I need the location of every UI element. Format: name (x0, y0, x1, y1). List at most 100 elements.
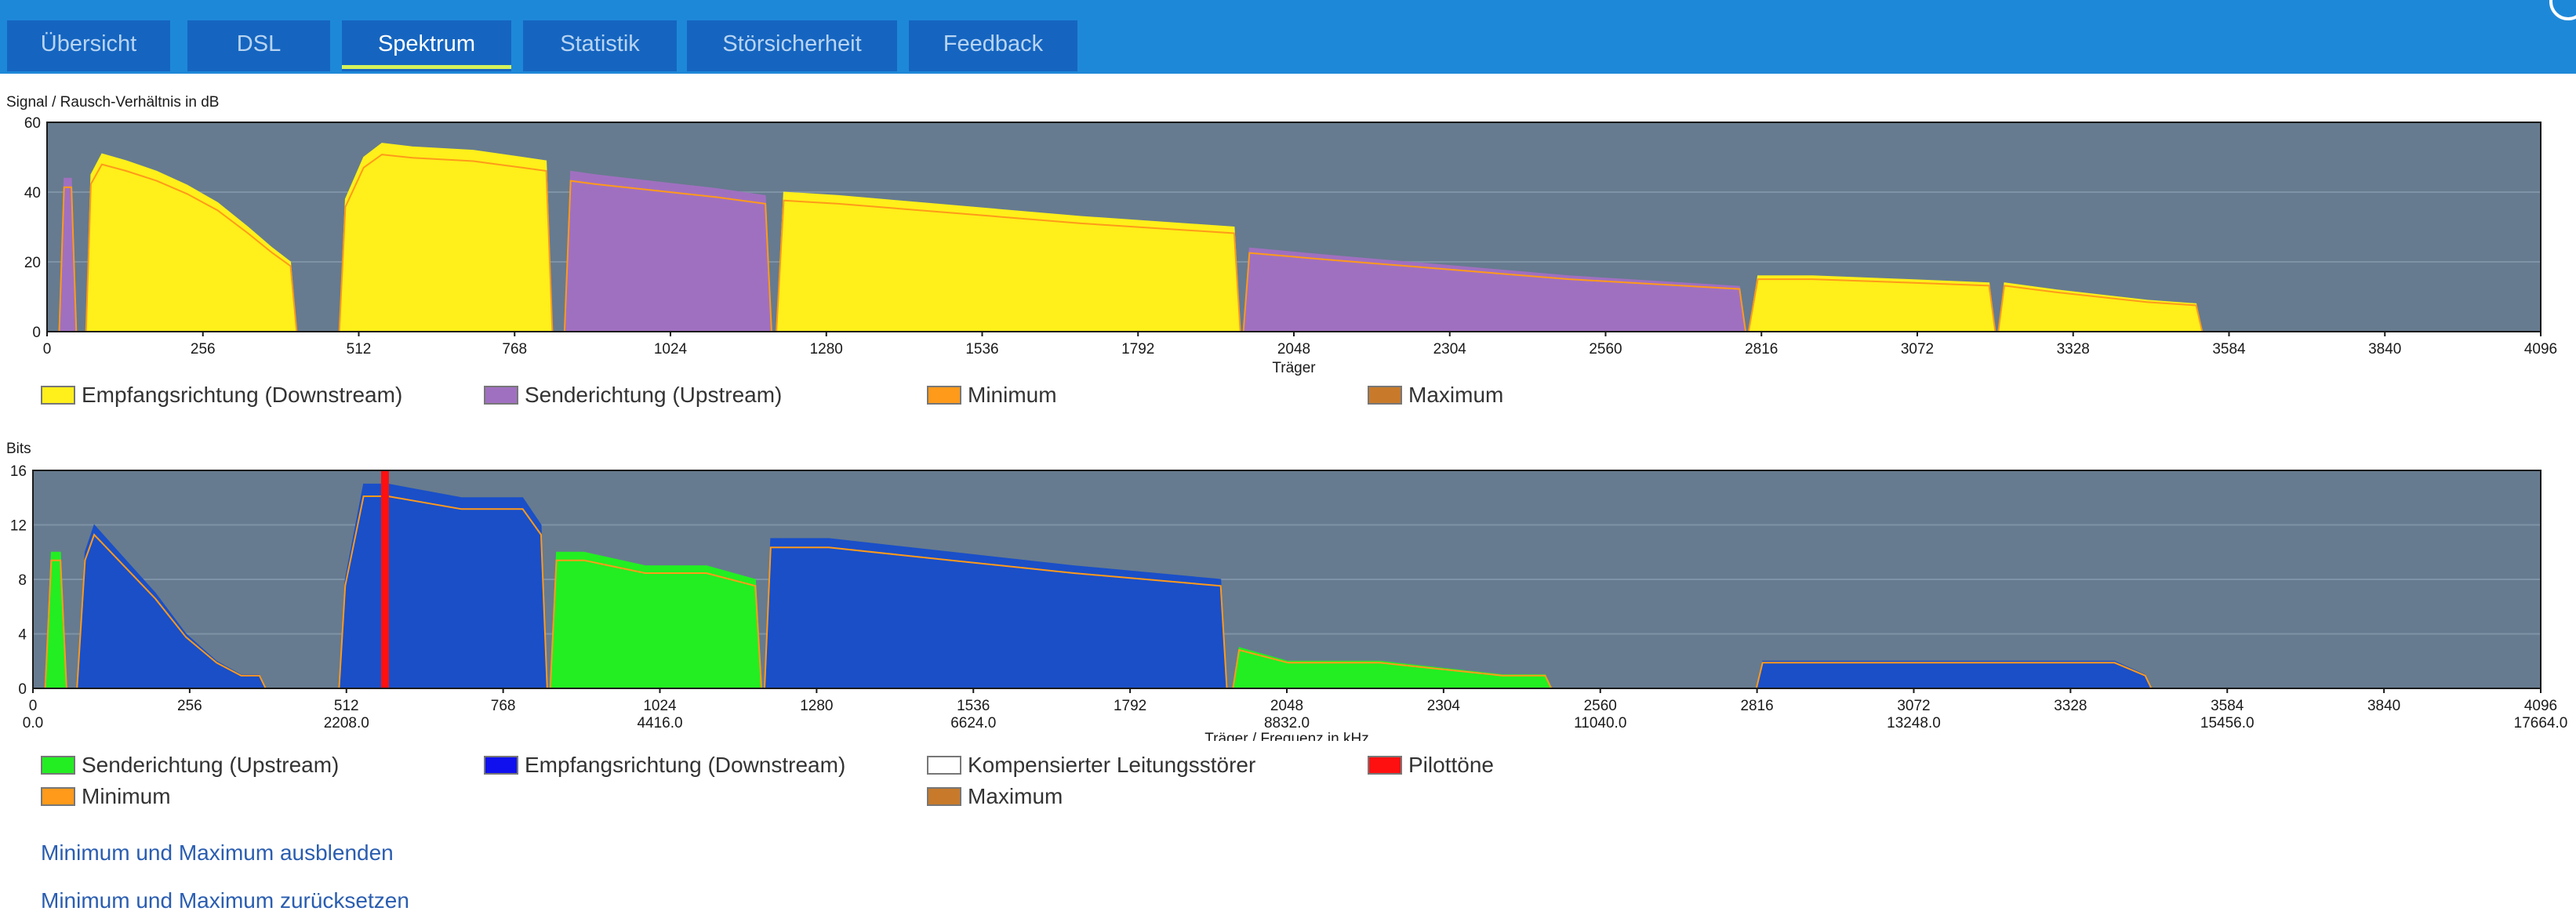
x-tick-label: 1792 (1121, 341, 1154, 358)
minimum-line (338, 154, 554, 332)
x-tick-label: 2304 (1433, 341, 1467, 358)
y-tick-label: 0 (18, 681, 27, 698)
minimum-line (1747, 278, 1996, 332)
x-tick-label: 3328 (2054, 698, 2087, 714)
legend-swatch-bits-maximum (927, 787, 961, 806)
x-tick-label: 1792 (1114, 698, 1146, 714)
area-series (339, 143, 553, 332)
tab-feedback[interactable]: Feedback (909, 20, 1077, 71)
minimum-line (44, 559, 67, 689)
x-axis-label: Träger (1272, 360, 1316, 376)
x-frequency-label: 4416.0 (637, 715, 682, 731)
minimum-line (563, 180, 772, 332)
legend-swatch-bits-compensated (927, 756, 961, 775)
y-tick-label: 12 (10, 518, 27, 535)
bits-chart: 0 4 8 12 16 0 256 512 768 1024 1280 1536 1792 2048 230… (10, 463, 2568, 741)
hide-minmax-link[interactable]: Minimum und Maximum ausblenden (41, 840, 394, 865)
legend-label: Minimum (82, 784, 171, 808)
help-icon[interactable] (2549, 0, 2576, 20)
legend-swatch-bits-minimum (41, 787, 75, 806)
pilot-tone-marker (380, 470, 389, 688)
legend-label: Pilottöne (1408, 753, 1494, 777)
legend-swatch-bits-upstream (41, 756, 75, 775)
x-tick-label: 0 (43, 341, 52, 358)
area-series (1756, 660, 2153, 689)
minimum-line (1242, 252, 1747, 332)
x-tick-label: 2048 (1270, 698, 1303, 714)
legend-label: Maximum (1408, 383, 1504, 407)
minimum-line (764, 546, 1228, 689)
x-tick-label: 3584 (2211, 698, 2244, 714)
minimum-line (1997, 285, 2204, 332)
tab-dsl[interactable]: DSL (187, 20, 330, 71)
x-tick-label: 1280 (810, 341, 843, 358)
y-tick-label: 8 (18, 572, 27, 589)
x-tick-label: 2048 (1277, 341, 1310, 358)
y-tick-label: 16 (10, 463, 27, 480)
snr-chart: 0 20 40 60 0 256 512 768 1024 1280 1536 1792 2048 230… (24, 115, 2557, 376)
snr-chart-ylabel: Signal / Rausch-Verhältnis in dB (6, 94, 220, 111)
y-tick-label: 4 (18, 627, 27, 644)
x-tick-label: 768 (491, 698, 516, 714)
legend-label: Minimum (968, 383, 1057, 407)
legend-swatch-snr-minimum (927, 386, 961, 405)
x-tick-label: 1280 (800, 698, 833, 714)
reset-minmax-link[interactable]: Minimum und Maximum zurücksetzen (41, 888, 409, 913)
x-tick-label: 2560 (1584, 698, 1617, 714)
legend-swatch-bits-pilot (1368, 756, 1402, 775)
x-tick-label: 4096 (2524, 698, 2557, 714)
legend-label: Empfangsrichtung (Downstream) (82, 383, 403, 407)
legend-label: Maximum (968, 784, 1063, 808)
x-tick-label: 3072 (1901, 341, 1934, 358)
legend-label: Senderichtung (Upstream) (82, 753, 340, 777)
tab-stoersicherheit[interactable]: Störsicherheit (687, 20, 897, 71)
bits-chart-ylabel: Bits (6, 441, 31, 457)
x-tick-label: 2304 (1427, 698, 1461, 714)
x-tick-label: 256 (177, 698, 202, 714)
legend-label: Empfangsrichtung (Downstream) (525, 753, 846, 777)
x-tick-label: 3584 (2212, 341, 2246, 358)
x-frequency-label: 15456.0 (2200, 715, 2254, 731)
minimum-line (76, 533, 267, 689)
minimum-line (85, 163, 298, 332)
x-frequency-label: 17664.0 (2514, 715, 2568, 731)
y-tick-label: 0 (32, 325, 41, 341)
x-tick-label: 512 (347, 341, 372, 358)
tab-statistik[interactable]: Statistik (523, 20, 677, 71)
legend-swatch-bits-downstream (484, 756, 518, 775)
legend-swatch-snr-upstream (484, 386, 518, 405)
x-tick-label: 0 (29, 698, 38, 714)
y-tick-label: 40 (24, 185, 41, 201)
x-axis-label: Träger / Frequenz in kHz (1204, 731, 1368, 741)
x-tick-label: 3840 (2368, 341, 2401, 358)
area-series (564, 170, 772, 332)
minimum-line (549, 559, 763, 689)
x-tick-label: 2816 (1745, 341, 1778, 358)
x-tick-label: 256 (191, 341, 216, 358)
x-tick-label: 3328 (2057, 341, 2090, 358)
legend-label: Senderichtung (Upstream) (525, 383, 783, 407)
area-series (338, 483, 548, 689)
y-tick-label: 20 (24, 255, 41, 271)
x-tick-label: 1024 (643, 698, 677, 714)
legend-swatch-snr-maximum (1368, 386, 1402, 405)
minimum-line (1232, 648, 1553, 689)
x-tick-label: 1536 (957, 698, 990, 714)
tab-spektrum[interactable]: Spektrum (342, 20, 511, 71)
x-tick-label: 1536 (965, 341, 998, 358)
x-tick-label: 2560 (1589, 341, 1622, 358)
minimum-line (776, 199, 1241, 332)
minimum-line (338, 495, 548, 689)
x-tick-label: 3840 (2367, 698, 2400, 714)
x-tick-label: 2816 (1740, 698, 1773, 714)
x-frequency-label: 8832.0 (1264, 715, 1310, 731)
x-frequency-label: 0.0 (23, 715, 43, 731)
tab-uebersicht[interactable]: Übersicht (7, 20, 170, 71)
legend-label: Kompensierter Leitungsstörer (968, 753, 1256, 777)
x-tick-label: 1024 (654, 341, 688, 358)
x-frequency-label: 6624.0 (950, 715, 996, 731)
top-navigation-bar: Übersicht DSL Spektrum Statistik Störsic… (0, 0, 2576, 74)
x-tick-label: 3072 (1897, 698, 1930, 714)
minimum-line (1755, 662, 2153, 689)
x-frequency-label: 11040.0 (1574, 715, 1626, 731)
